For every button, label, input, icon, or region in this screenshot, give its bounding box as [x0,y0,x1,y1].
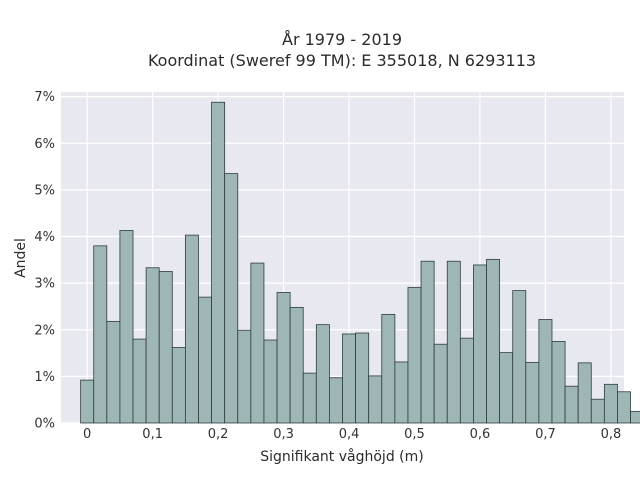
histogram-bar [394,361,409,424]
histogram-bar [499,352,514,424]
histogram-bar [145,267,160,424]
histogram-bar [171,347,186,424]
histogram-bar [355,332,370,424]
histogram-bar [184,234,199,424]
histogram-bar [564,385,579,424]
histogram-bar [119,230,134,424]
histogram-bar [132,338,147,424]
x-tick-label: 0 [83,427,91,442]
histogram-bar [106,320,121,424]
histogram-bar [93,245,108,424]
histogram-bar [329,377,343,424]
histogram-bar [80,379,95,424]
y-tick-label: 1% [34,370,55,385]
histogram-bar [381,313,396,424]
histogram-bar [276,292,291,424]
x-tick-label: 0,6 [470,427,491,442]
histogram-bar [512,290,527,424]
histogram-bar [617,391,631,424]
chart-title-line1: År 1979 - 2019 [282,30,402,49]
chart-title-line2: Koordinat (Sweref 99 TM): E 355018, N 62… [148,51,536,70]
y-tick-label: 3% [34,277,55,292]
histogram-bar [551,341,566,424]
y-tick-labels: 0% 1% 2% 3% 4% 5% 6% 7% [34,90,55,431]
histogram-bar [198,296,212,424]
y-tick-label: 4% [34,230,55,245]
x-tick-label: 0,5 [404,427,425,442]
bars [80,101,640,424]
histogram-bar [420,260,435,424]
histogram-bar [603,383,618,424]
x-axis-label: Signifikant våghöjd (m) [260,448,423,465]
x-tick-label: 0,3 [273,427,294,442]
histogram-bar [158,271,173,424]
histogram-bar [407,286,422,424]
histogram-bar [289,306,304,424]
histogram-bar [433,343,448,424]
histogram-bar [486,258,501,424]
y-tick-label: 7% [34,90,55,105]
histogram-bar [302,372,317,424]
histogram-bar [473,264,487,424]
histogram-bar [368,375,383,424]
histogram-bar [237,329,252,424]
histogram-bar [263,339,278,424]
histogram-bar [315,324,330,424]
y-tick-label: 6% [34,137,55,152]
histogram-bar [342,333,356,424]
y-tick-label: 2% [34,323,55,338]
histogram-bar [630,410,640,424]
x-tick-labels: 0 0,1 0,2 0,3 0,4 0,5 0,6 0,7 0,8 [83,427,621,442]
histogram-bar [577,362,592,424]
x-tick-label: 0,1 [142,427,163,442]
y-axis-label: Andel [13,238,29,278]
x-tick-label: 0,4 [339,427,360,442]
x-tick-label: 0,7 [535,427,556,442]
histogram-bar [211,101,226,424]
x-tick-label: 0,8 [601,427,622,442]
histogram-bar [538,319,553,424]
y-tick-label: 5% [34,183,55,198]
histogram-bar [446,260,461,424]
histogram-bar [250,262,265,424]
x-tick-label: 0,2 [208,427,229,442]
histogram-bar [224,173,239,424]
histogram-bar [590,398,605,424]
histogram-bar [525,361,540,424]
y-tick-label: 0% [34,417,55,432]
histogram-bar [459,337,474,424]
